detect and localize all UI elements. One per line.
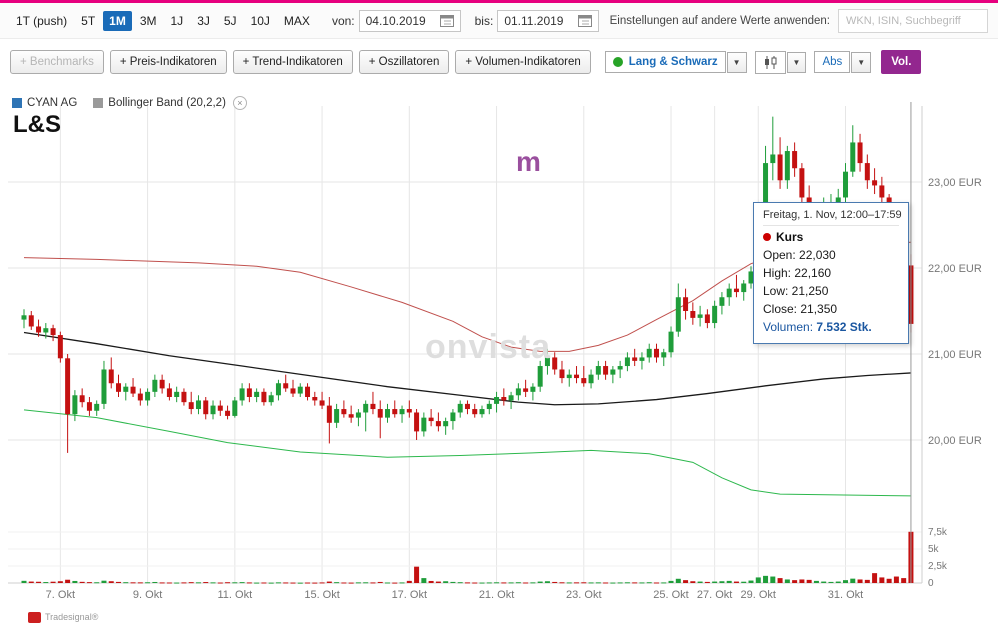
band-middle — [23, 331, 911, 406]
indicator-button[interactable]: + Preis-Indikatoren — [109, 50, 227, 74]
tooltip-row: Close: 21,350 — [763, 302, 838, 316]
date-to-input[interactable] — [504, 13, 571, 28]
band-lower — [23, 409, 911, 497]
scale-select-label: Abs — [822, 56, 843, 68]
svg-text:17. Okt: 17. Okt — [392, 589, 427, 601]
tradesignal-logo-icon — [28, 612, 41, 623]
indicator-button[interactable]: + Trend-Indikatoren — [232, 50, 353, 74]
close-icon[interactable]: × — [232, 96, 247, 110]
tooltip-row: High: 22,160 — [763, 266, 832, 280]
svg-text:27. Okt: 27. Okt — [697, 589, 732, 601]
apply-settings-label: Einstellungen auf andere Werte anwenden: — [609, 14, 830, 27]
instrument-search-input[interactable] — [838, 8, 988, 33]
svg-text:7. Okt: 7. Okt — [46, 589, 75, 601]
tooltip-series: Kurs — [763, 230, 899, 244]
tooltip-volume-value: 7.532 Stk. — [816, 320, 872, 334]
bis-label: bis: — [474, 13, 494, 28]
svg-text:11. Okt: 11. Okt — [218, 589, 253, 601]
range-button[interactable]: 10J — [250, 13, 270, 28]
svg-text:7,5k: 7,5k — [928, 527, 948, 538]
chart-canvas[interactable]: 23,00 EUR 22,00 EUR 21,00 EUR 20,00 EUR 7,5k… — [0, 88, 998, 612]
volume-toggle-button[interactable]: Vol. — [881, 50, 922, 74]
band-upper — [23, 241, 911, 352]
indicator-button[interactable]: + Benchmarks — [10, 50, 104, 74]
indicator-button[interactable]: + Volumen-Indikatoren — [455, 50, 591, 74]
chart-type-select[interactable] — [754, 50, 786, 74]
tooltip-ohlc-rows: Open: 22,030 High: 22,160 Low: 21,250 Close… — [763, 246, 899, 318]
legend-label: Bollinger Band (20,2,2) — [108, 97, 226, 109]
apply-settings-group: Einstellungen auf andere Werte anwenden: — [609, 8, 988, 33]
venue-watermark-title: L&S — [13, 111, 61, 138]
candle-tooltip: Freitag, 1. Nov, 12:00–17:59 Kurs Open: … — [753, 202, 909, 344]
series-swatch-icon — [93, 98, 104, 108]
tradesignal-brand-label: Tradesignal® — [45, 612, 99, 622]
legend-item: CYAN AG — [12, 97, 77, 109]
onvista-watermark: onvista — [425, 328, 552, 366]
svg-text:9. Okt: 9. Okt — [133, 589, 162, 601]
range-button[interactable]: 1T (push) — [16, 13, 68, 28]
axis-labels: 23,00 EUR 22,00 EUR 21,00 EUR 20,00 EUR 7,5k… — [46, 177, 982, 601]
series-dot-icon — [763, 233, 771, 241]
svg-text:20,00 EUR: 20,00 EUR — [928, 435, 982, 447]
calendar-icon[interactable] — [439, 14, 454, 27]
svg-text:25. Okt: 25. Okt — [653, 589, 688, 601]
date-from-input[interactable] — [365, 13, 432, 28]
tooltip-row: Open: 22,030 — [763, 248, 836, 262]
tooltip-row: Low: 21,250 — [763, 284, 829, 298]
indicator-buttons: + Benchmarks + Preis-Indikatoren + Trend-I… — [10, 50, 597, 74]
legend-item: Bollinger Band (20,2,2) × — [93, 96, 247, 110]
legend-label: CYAN AG — [27, 97, 78, 109]
venue-select[interactable]: Lang & Schwarz — [604, 51, 726, 73]
tooltip-volume-row: Volumen: 7.532 Stk. — [763, 318, 899, 336]
chart-marker-m: m — [516, 146, 541, 177]
range-button[interactable]: 5T — [81, 13, 96, 28]
range-button[interactable]: 3J — [197, 13, 210, 28]
series-swatch-icon — [12, 98, 22, 108]
svg-text:2,5k: 2,5k — [928, 561, 948, 572]
svg-text:0: 0 — [928, 578, 934, 589]
date-from-field[interactable] — [358, 9, 461, 32]
chevron-down-icon[interactable]: ▼ — [786, 51, 807, 73]
tooltip-timestamp: Freitag, 1. Nov, 12:00–17:59 — [763, 209, 902, 226]
svg-text:22,00 EUR: 22,00 EUR — [928, 263, 982, 275]
volume-bars[interactable] — [21, 531, 914, 584]
range-button[interactable]: 1J — [170, 13, 184, 28]
von-label: von: — [331, 13, 355, 28]
range-button[interactable]: 1M — [103, 10, 132, 31]
bollinger-bands — [23, 241, 911, 497]
svg-text:21,00 EUR: 21,00 EUR — [928, 349, 982, 361]
indicator-button[interactable]: + Oszillatoren — [358, 50, 450, 74]
scale-select[interactable]: Abs — [814, 51, 851, 73]
calendar-icon[interactable] — [578, 14, 593, 27]
candlestick-icon — [764, 55, 777, 69]
tooltip-series-label: Kurs — [776, 230, 804, 244]
svg-text:29. Okt: 29. Okt — [741, 589, 776, 601]
tooltip-volume-label: Volumen: — [763, 320, 814, 334]
svg-text:5k: 5k — [928, 544, 940, 555]
svg-text:31. Okt: 31. Okt — [828, 589, 863, 601]
range-button[interactable]: 3M — [139, 13, 157, 28]
svg-text:15. Okt: 15. Okt — [304, 589, 339, 601]
range-button[interactable]: MAX — [283, 13, 310, 28]
range-buttons: 1T (push) 5T 1M 3M 1J 3J 5J 10J MAX — [10, 10, 318, 31]
venue-status-icon — [612, 57, 623, 67]
chevron-down-icon[interactable]: ▼ — [851, 51, 872, 73]
svg-text:23,00 EUR: 23,00 EUR — [928, 177, 982, 189]
indicator-toolbar: + Benchmarks + Preis-Indikatoren + Trend-I… — [0, 40, 998, 84]
chart-legend: CYAN AG Bollinger Band (20,2,2) × — [12, 96, 247, 110]
venue-select-label: Lang & Schwarz — [628, 56, 718, 68]
time-toolbar: 1T (push) 5T 1M 3M 1J 3J 5J 10J MAX von: bis: Ei… — [0, 3, 998, 39]
brand-accent-bar — [0, 0, 998, 3]
footer: Tradesignal® — [0, 612, 998, 626]
svg-text:23. Okt: 23. Okt — [566, 589, 601, 601]
chevron-down-icon[interactable]: ▼ — [726, 51, 747, 73]
date-to-field[interactable] — [497, 9, 600, 32]
range-button[interactable]: 5J — [223, 13, 237, 28]
svg-text:21. Okt: 21. Okt — [479, 589, 514, 601]
